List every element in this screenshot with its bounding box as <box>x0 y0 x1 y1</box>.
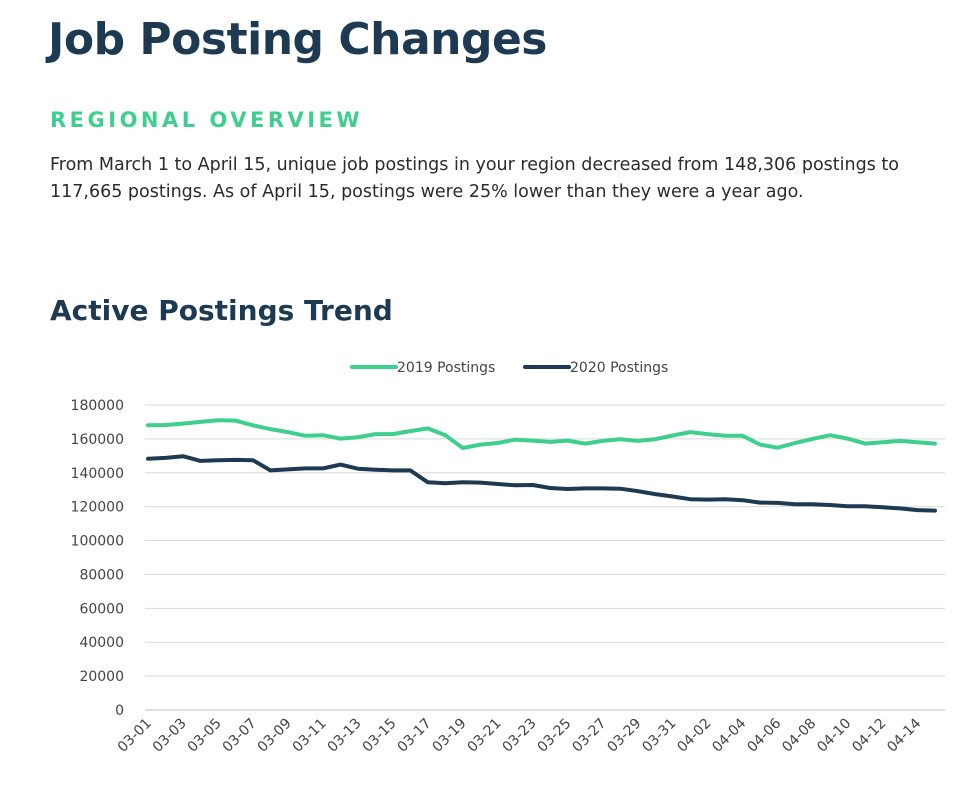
x-tick-label: 03-03 <box>150 716 190 756</box>
x-tick-label: 04-10 <box>814 716 854 756</box>
x-tick-label: 03-15 <box>360 716 400 756</box>
legend-label: 2019 Postings <box>397 360 495 376</box>
chart-gridlines <box>145 404 945 711</box>
section-subtitle: REGIONAL OVERVIEW <box>50 108 364 132</box>
x-tick-label: 04-06 <box>744 715 784 755</box>
y-tick-label: 0 <box>115 703 124 719</box>
summary-text: From March 1 to April 15, unique job pos… <box>50 155 899 202</box>
chart-legend: 2019 Postings 2020 Postings <box>350 360 668 376</box>
y-tick-label: 100000 <box>71 534 124 550</box>
y-tick-label: 40000 <box>79 635 124 651</box>
page-title: Job Posting Changes <box>48 14 548 65</box>
chart-title: Active Postings Trend <box>50 294 393 327</box>
x-tick-label: 04-12 <box>849 716 889 756</box>
x-tick-label: 04-04 <box>709 715 749 755</box>
x-tick-label: 03-19 <box>430 716 470 756</box>
y-tick-label: 180000 <box>71 398 124 414</box>
x-tick-label: 03-05 <box>185 716 225 756</box>
x-tick-label: 03-27 <box>569 716 609 756</box>
x-tick-label: 03-25 <box>534 716 574 756</box>
x-tick-label: 04-14 <box>884 715 924 755</box>
legend-label: 2020 Postings <box>570 360 668 376</box>
line-chart: 2019 Postings 2020 Postings 0 20000 40000 60… <box>71 360 945 756</box>
x-tick-label: 03-21 <box>465 716 505 756</box>
y-tick-label: 80000 <box>79 567 124 583</box>
y-tick-label: 140000 <box>71 466 124 482</box>
y-tick-label: 160000 <box>71 432 124 448</box>
x-tick-label: 04-08 <box>779 716 819 756</box>
y-tick-label: 20000 <box>79 669 124 685</box>
x-tick-label: 03-29 <box>604 716 644 756</box>
chart-series <box>146 418 937 513</box>
x-tick-label: 03-31 <box>639 716 679 756</box>
x-tick-label: 03-23 <box>499 716 539 756</box>
x-tick-label: 03-09 <box>255 716 295 756</box>
series-line-1 <box>146 418 937 450</box>
x-tick-label: 03-11 <box>290 716 330 756</box>
x-tick-label: 03-07 <box>220 716 260 756</box>
x-axis: 03-0103-0303-0503-0703-0903-1103-1303-15… <box>115 715 925 755</box>
x-tick-label: 03-13 <box>325 716 365 756</box>
y-tick-label: 120000 <box>71 500 124 516</box>
x-tick-label: 03-01 <box>115 716 155 756</box>
series-line-2 <box>146 454 937 513</box>
y-tick-label: 60000 <box>79 601 124 617</box>
x-tick-label: 04-02 <box>674 716 714 756</box>
x-tick-label: 03-17 <box>395 716 435 756</box>
y-axis: 0 20000 40000 60000 80000 100000 120000 140000 1… <box>71 398 124 719</box>
